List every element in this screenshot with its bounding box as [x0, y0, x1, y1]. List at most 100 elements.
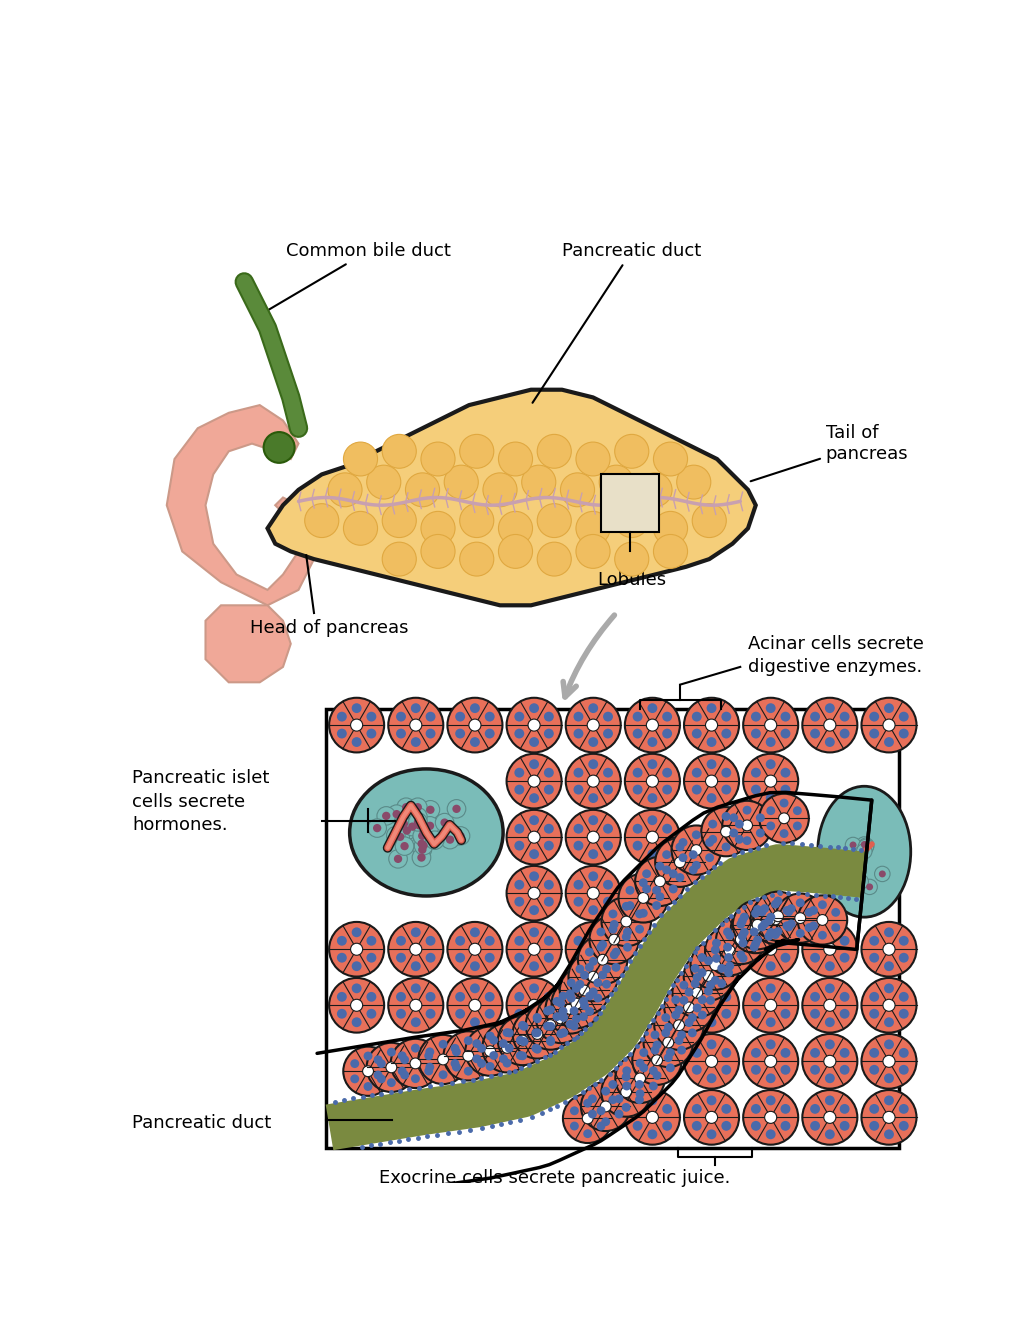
Circle shape: [655, 861, 665, 870]
Circle shape: [567, 978, 575, 987]
Circle shape: [469, 719, 481, 731]
Circle shape: [775, 893, 825, 942]
Circle shape: [484, 953, 495, 962]
Circle shape: [374, 1055, 383, 1065]
Circle shape: [409, 823, 417, 831]
Circle shape: [367, 728, 377, 739]
Circle shape: [544, 1009, 554, 1019]
Circle shape: [756, 813, 765, 823]
Circle shape: [650, 1046, 659, 1054]
Circle shape: [803, 978, 857, 1033]
Circle shape: [810, 1009, 820, 1019]
Circle shape: [421, 443, 455, 476]
Circle shape: [351, 961, 361, 971]
Circle shape: [884, 738, 894, 747]
Circle shape: [647, 793, 657, 803]
Circle shape: [721, 991, 731, 1002]
Circle shape: [394, 855, 402, 863]
Circle shape: [626, 886, 635, 894]
Circle shape: [343, 512, 378, 545]
Circle shape: [689, 851, 697, 859]
Circle shape: [437, 1054, 449, 1065]
Circle shape: [538, 542, 571, 575]
Circle shape: [766, 983, 775, 993]
Circle shape: [760, 793, 809, 843]
Circle shape: [396, 833, 404, 841]
Circle shape: [703, 987, 713, 995]
Circle shape: [766, 961, 775, 971]
Circle shape: [652, 1041, 662, 1050]
Circle shape: [721, 784, 731, 795]
Circle shape: [601, 897, 651, 946]
Circle shape: [663, 841, 672, 851]
Circle shape: [707, 983, 717, 993]
Circle shape: [575, 965, 585, 973]
Circle shape: [721, 1049, 731, 1058]
Circle shape: [666, 1063, 675, 1073]
Circle shape: [518, 1051, 527, 1061]
Circle shape: [588, 738, 598, 747]
Circle shape: [499, 1054, 508, 1063]
Circle shape: [809, 921, 818, 930]
Circle shape: [560, 966, 609, 1015]
Circle shape: [825, 1095, 835, 1106]
Circle shape: [691, 845, 701, 856]
Circle shape: [529, 815, 539, 825]
Circle shape: [351, 983, 361, 993]
Circle shape: [805, 924, 814, 932]
Circle shape: [691, 979, 699, 987]
Circle shape: [421, 816, 439, 835]
Circle shape: [743, 754, 798, 808]
Circle shape: [426, 821, 434, 831]
Circle shape: [810, 1065, 820, 1075]
Circle shape: [782, 921, 792, 930]
Circle shape: [601, 1087, 610, 1095]
Circle shape: [565, 867, 621, 921]
Circle shape: [782, 906, 792, 914]
Circle shape: [456, 936, 465, 946]
Circle shape: [343, 443, 378, 476]
Circle shape: [680, 995, 688, 1005]
Circle shape: [426, 1009, 435, 1019]
Circle shape: [751, 894, 800, 944]
Circle shape: [663, 1037, 674, 1047]
Circle shape: [531, 1029, 541, 1038]
Circle shape: [796, 929, 805, 938]
Circle shape: [652, 901, 662, 910]
Circle shape: [514, 728, 524, 739]
Circle shape: [780, 728, 791, 739]
Circle shape: [529, 983, 539, 993]
Circle shape: [419, 1035, 468, 1084]
Text: Acinar cells secrete
digestive enzymes.: Acinar cells secrete digestive enzymes.: [748, 634, 924, 676]
Circle shape: [721, 1065, 731, 1075]
Circle shape: [717, 979, 726, 987]
Circle shape: [516, 1035, 524, 1045]
Circle shape: [862, 880, 878, 894]
Circle shape: [729, 813, 738, 823]
Circle shape: [568, 952, 618, 1001]
Circle shape: [679, 853, 687, 863]
Circle shape: [477, 1043, 486, 1053]
Circle shape: [707, 759, 717, 769]
Circle shape: [598, 970, 607, 979]
Circle shape: [663, 865, 671, 874]
Circle shape: [350, 1059, 359, 1069]
Circle shape: [707, 1017, 717, 1027]
Circle shape: [642, 885, 651, 893]
Circle shape: [674, 1019, 684, 1031]
Circle shape: [692, 768, 701, 777]
Circle shape: [853, 874, 868, 889]
Circle shape: [707, 1130, 717, 1139]
Circle shape: [452, 827, 470, 845]
Circle shape: [692, 1104, 701, 1114]
Circle shape: [639, 1049, 648, 1057]
Circle shape: [856, 837, 872, 852]
Circle shape: [514, 712, 524, 722]
Circle shape: [565, 698, 621, 752]
Circle shape: [884, 703, 894, 714]
Circle shape: [688, 1013, 696, 1022]
Circle shape: [765, 1111, 777, 1123]
Circle shape: [337, 712, 347, 722]
Circle shape: [793, 807, 802, 815]
Circle shape: [573, 824, 584, 833]
